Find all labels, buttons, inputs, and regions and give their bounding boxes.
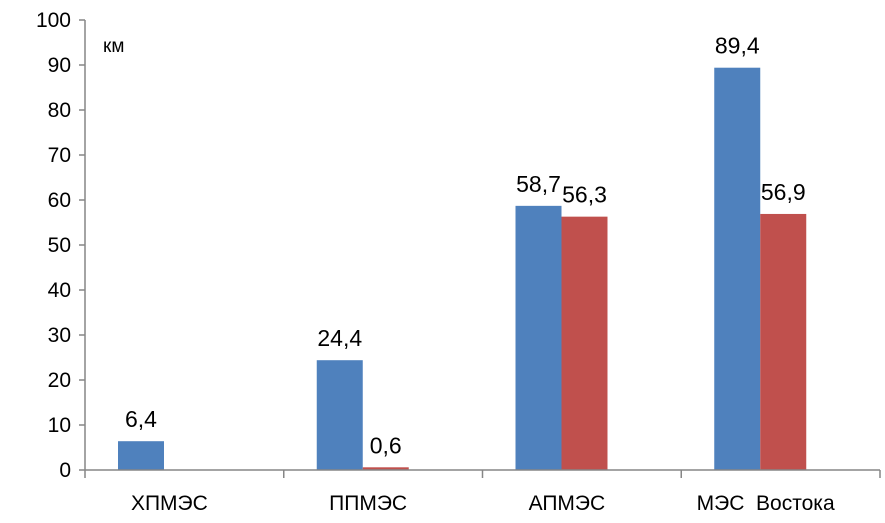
y-tick-label: 90 <box>48 54 71 77</box>
y-tick-label: 70 <box>48 144 71 167</box>
y-tick-label: 30 <box>48 324 71 347</box>
data-label: 89,4 <box>715 33 760 59</box>
unit-label: км <box>103 36 124 57</box>
labels-layer: 6,4 ХПМЭС 24,4 0,6 ППМЭС 58,7 56,3 АПМЭС 89,4 56,… <box>125 33 835 515</box>
bar <box>760 213 807 470</box>
data-label: 56,9 <box>761 179 806 205</box>
y-tick-label: 60 <box>48 189 71 212</box>
bar <box>561 216 608 470</box>
data-label: 0,6 <box>370 432 402 458</box>
bars-layer <box>118 67 807 470</box>
data-label: 24,4 <box>317 325 362 351</box>
bar <box>515 205 562 470</box>
bar <box>714 67 761 470</box>
y-tick-label: 10 <box>48 414 71 437</box>
x-category-label: ХПМЭС <box>131 492 208 515</box>
data-label: 58,7 <box>516 171 561 197</box>
bar <box>118 441 164 470</box>
y-tick-label: 40 <box>48 279 71 302</box>
y-tick-label: 100 <box>36 9 71 32</box>
x-category-label: ППМЭС <box>329 492 407 515</box>
y-tick-label: 50 <box>48 234 71 257</box>
bar <box>316 360 363 470</box>
y-tick-label: 0 <box>59 459 71 482</box>
bar <box>362 467 409 470</box>
y-tick-label: 80 <box>48 99 71 122</box>
data-label: 6,4 <box>125 406 157 432</box>
data-label: 56,3 <box>562 182 607 208</box>
x-category-label: МЭС Востока <box>697 492 835 515</box>
axes-layer: 0 10 20 30 40 50 60 70 80 90 100 <box>36 9 881 482</box>
x-category-label: АПМЭС <box>529 492 606 515</box>
y-tick-label: 20 <box>48 369 71 392</box>
